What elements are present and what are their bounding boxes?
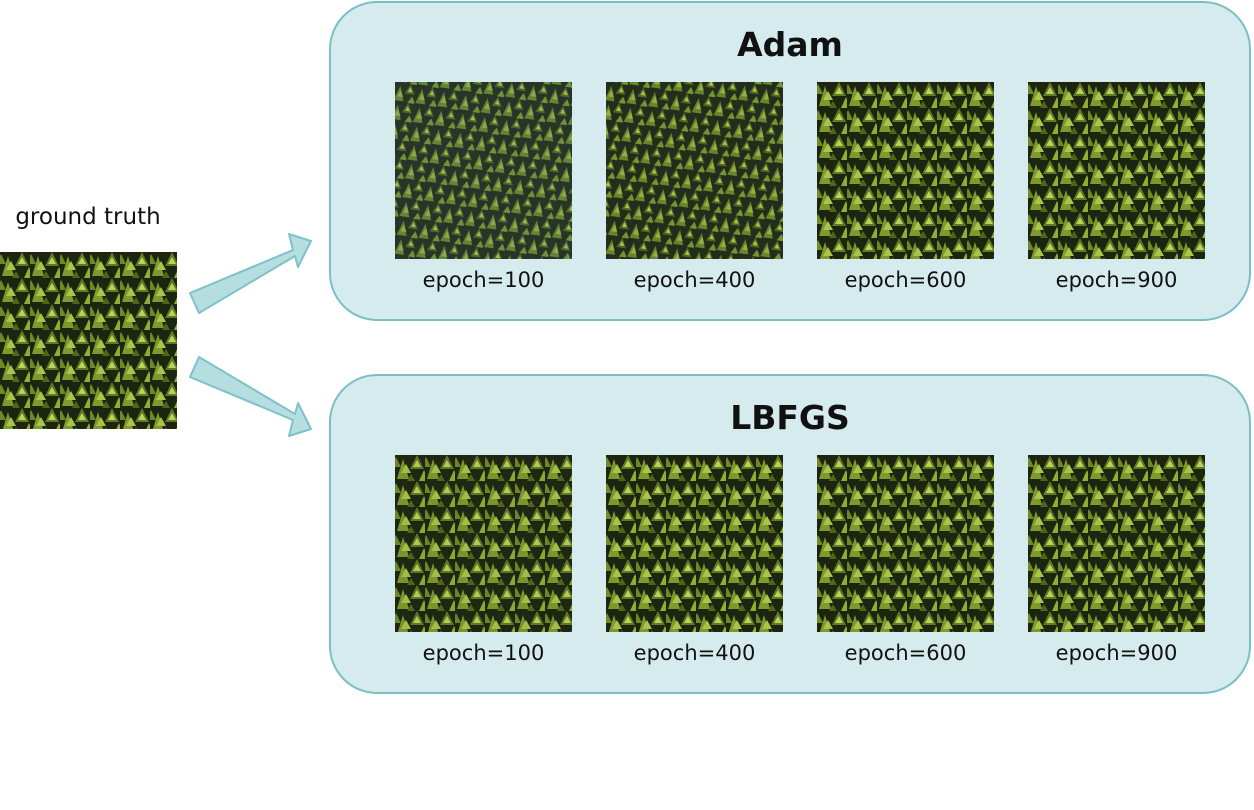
thumb-caption: epoch=400 — [633, 641, 756, 665]
lbfgs-title: LBFGS — [730, 398, 850, 437]
ground-truth-image — [0, 252, 177, 429]
lbfgs-epoch-400: epoch=400 — [606, 455, 783, 665]
lbfgs-epoch-100: epoch=100 — [395, 455, 572, 665]
adam-epoch-900: epoch=900 — [1028, 82, 1205, 292]
arrow-to-adam — [189, 233, 312, 314]
ground-truth-label: ground truth — [15, 204, 161, 230]
thumb-caption: epoch=600 — [844, 641, 967, 665]
thumb-caption: epoch=900 — [1055, 641, 1178, 665]
lbfgs-epoch-600: epoch=600 — [817, 455, 994, 665]
flow-arrows — [189, 233, 312, 437]
adam-epoch-600: epoch=600 — [817, 82, 994, 292]
adam-epoch-400: epoch=400 — [606, 82, 783, 292]
thumb-caption: epoch=100 — [422, 641, 545, 665]
adam-epoch-100: epoch=100 — [395, 82, 572, 292]
thumb-caption: epoch=400 — [633, 268, 756, 292]
thumb-caption: epoch=600 — [844, 268, 967, 292]
lbfgs-epoch-900: epoch=900 — [1028, 455, 1205, 665]
thumb-caption: epoch=900 — [1055, 268, 1178, 292]
lbfgs-panel: LBFGS epoch=100 epoch=400 epoch=600 epoc… — [329, 374, 1251, 694]
adam-panel: Adam epoch=100 epoch=400 epoch=600 epoch… — [329, 1, 1251, 321]
arrow-to-lbfgs — [189, 356, 312, 437]
adam-title: Adam — [737, 25, 843, 64]
thumb-caption: epoch=100 — [422, 268, 545, 292]
